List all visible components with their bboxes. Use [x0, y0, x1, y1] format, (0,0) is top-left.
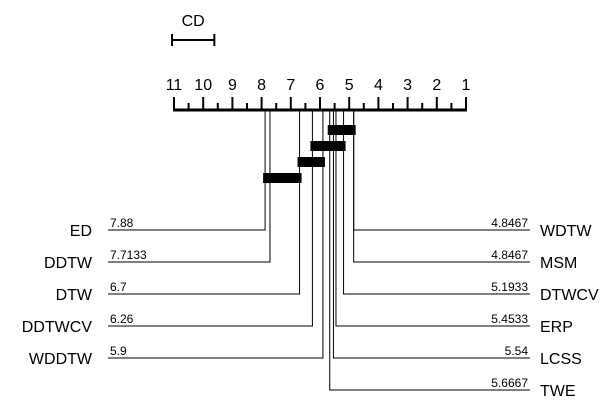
- left-connector: [108, 110, 301, 295]
- tick-label: 2: [432, 77, 441, 94]
- left-connector: [108, 110, 266, 231]
- method-connectors: [108, 110, 530, 391]
- tick-label: 9: [228, 77, 237, 94]
- method-name-right: DTWCV: [540, 287, 599, 304]
- method-name-left: ED: [70, 223, 92, 240]
- tick-label: 3: [403, 77, 412, 94]
- clique-bar: [263, 173, 302, 183]
- rank-value-right: 4.8467: [491, 248, 528, 262]
- right-connector: [335, 110, 530, 327]
- rank-value-right: 5.4533: [491, 312, 528, 326]
- method-name-right: ERP: [540, 319, 573, 336]
- rank-value-left: 6.7: [110, 280, 127, 294]
- method-name-left: DDTW: [44, 255, 93, 272]
- method-name-right: MSM: [540, 255, 577, 272]
- left-connector: [108, 110, 313, 327]
- tick-label: 7: [286, 77, 295, 94]
- rank-value-left: 7.7133: [110, 248, 147, 262]
- tick-label: 11: [166, 77, 183, 94]
- tick-label: 6: [316, 77, 325, 94]
- rank-value-left: 7.88: [110, 216, 134, 230]
- right-connector: [329, 110, 530, 391]
- method-name-right: WDTW: [540, 223, 592, 240]
- rank-value-right: 5.6667: [491, 376, 528, 390]
- method-name-left: DTW: [56, 287, 93, 304]
- cd-scale-label: CD: [182, 13, 205, 30]
- tick-label: 4: [374, 77, 383, 94]
- tick-label: 1: [462, 77, 471, 94]
- right-connector: [343, 110, 530, 295]
- left-connector: [108, 110, 271, 263]
- tick-label: 5: [345, 77, 354, 94]
- right-connector: [353, 110, 530, 231]
- rank-value-right: 5.54: [505, 344, 529, 358]
- method-name-right: LCSS: [540, 351, 582, 368]
- clique-bars: [263, 125, 356, 183]
- tick-label: 8: [257, 77, 266, 94]
- method-name-left: DDTWCV: [22, 319, 93, 336]
- cd-scale: CD: [171, 13, 216, 46]
- right-connector: [353, 110, 530, 263]
- tick-label: 10: [194, 77, 212, 94]
- left-connector: [108, 110, 324, 359]
- clique-bar: [297, 157, 325, 167]
- rank-value-right: 4.8467: [491, 216, 528, 230]
- rank-value-right: 5.1933: [491, 280, 528, 294]
- clique-bar: [327, 125, 356, 135]
- right-connector: [332, 110, 530, 359]
- rank-value-left: 6.26: [110, 312, 134, 326]
- method-name-left: WDDTW: [29, 351, 93, 368]
- rank-value-left: 5.9: [110, 344, 127, 358]
- method-name-right: TWE: [540, 383, 576, 400]
- method-labels: ED 7.88 DDTW 7.7133 DTW 6.7 DDTWCV 6.26 WDDTW 5.9…: [22, 216, 599, 400]
- rank-axis: 11 10 9 8 7 6 5 4 3 2 1: [166, 77, 471, 112]
- clique-bar: [310, 141, 346, 151]
